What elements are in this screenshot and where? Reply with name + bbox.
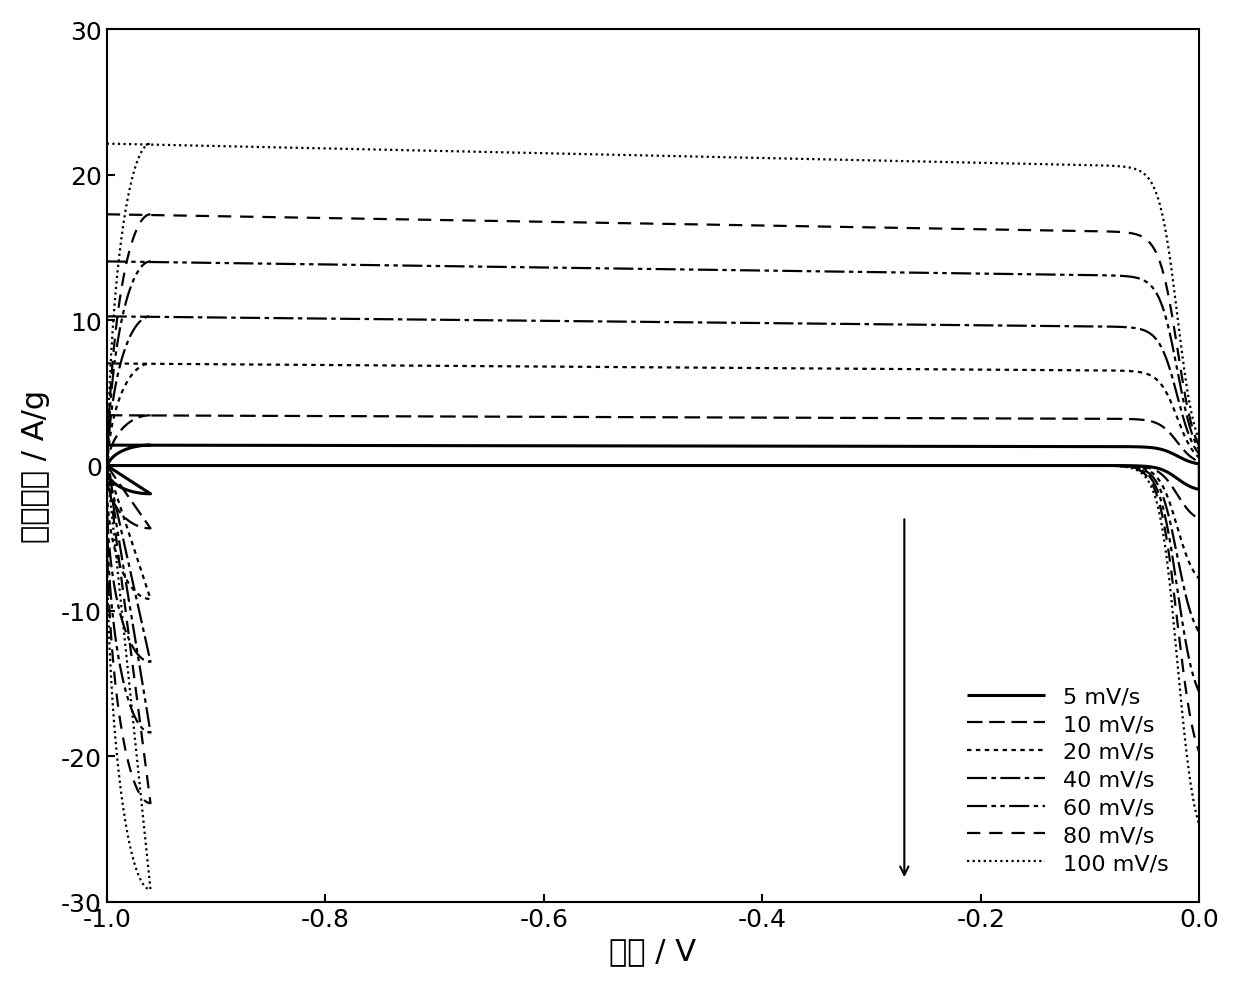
- Y-axis label: 电流密度 / A/g: 电流密度 / A/g: [21, 389, 50, 542]
- Legend: 5 mV/s, 10 mV/s, 20 mV/s, 40 mV/s, 60 mV/s, 80 mV/s, 100 mV/s: 5 mV/s, 10 mV/s, 20 mV/s, 40 mV/s, 60 mV…: [959, 677, 1177, 882]
- X-axis label: 电压 / V: 电压 / V: [610, 937, 697, 965]
